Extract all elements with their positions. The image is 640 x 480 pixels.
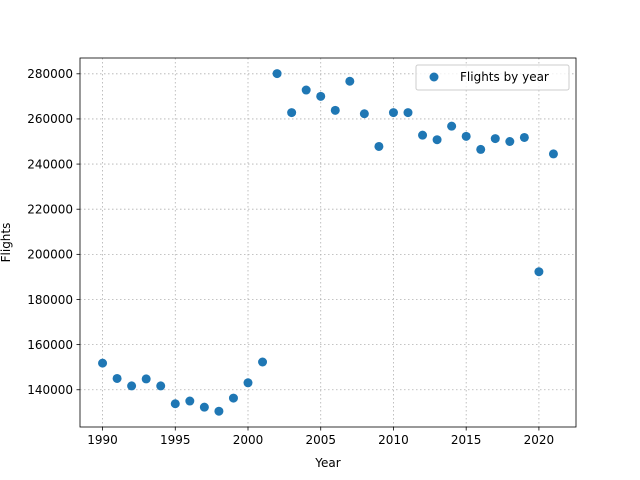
x-tick-label: 2015 (451, 433, 482, 447)
data-point (170, 399, 180, 409)
x-tick-label: 2005 (305, 433, 336, 447)
data-point (461, 131, 471, 141)
data-point (519, 132, 529, 142)
y-tick-label: 160000 (27, 338, 73, 352)
data-point (388, 108, 398, 118)
data-points (98, 69, 558, 416)
y-tick-label: 180000 (27, 293, 73, 307)
data-point (141, 374, 151, 384)
data-point (156, 381, 166, 391)
data-point (447, 121, 457, 131)
axis-ticks: 1990 1995 2000 2005 2010 2015 2020 140000 160000… (27, 67, 554, 447)
y-tick-label: 200000 (27, 248, 73, 262)
data-point (228, 393, 238, 403)
data-point (345, 76, 355, 86)
data-point (243, 378, 253, 388)
legend-box (415, 64, 570, 91)
data-point (199, 402, 209, 412)
data-point (98, 358, 108, 368)
data-point (316, 91, 326, 101)
y-tick-label: 140000 (27, 383, 73, 397)
data-point (330, 105, 340, 115)
x-tick-label: 2010 (378, 433, 409, 447)
data-point (359, 109, 369, 119)
data-point (432, 135, 442, 145)
legend: Flights by year (415, 64, 570, 91)
data-point (403, 108, 413, 118)
y-tick-label: 260000 (27, 112, 73, 126)
x-tick-label: 1995 (160, 433, 191, 447)
y-axis-label: Flights (0, 223, 13, 263)
data-point (490, 134, 500, 144)
y-tick-label: 280000 (27, 67, 73, 81)
data-point (534, 267, 544, 277)
x-tick-label: 1990 (87, 433, 118, 447)
legend-marker (429, 72, 439, 82)
data-point (272, 69, 282, 79)
x-tick-label: 2000 (233, 433, 264, 447)
x-axis-label: Year (314, 456, 340, 470)
data-point (548, 149, 558, 159)
data-point (127, 381, 137, 391)
data-point (505, 137, 515, 147)
x-tick-label: 2020 (524, 433, 555, 447)
data-point (258, 357, 268, 367)
data-point (418, 130, 428, 140)
data-point (185, 396, 195, 406)
data-point (214, 406, 224, 416)
y-tick-label: 240000 (27, 157, 73, 171)
plot-area-frame (79, 57, 577, 428)
data-point (112, 373, 122, 383)
y-tick-label: 220000 (27, 203, 73, 217)
data-point (301, 85, 311, 95)
data-point (287, 108, 297, 118)
data-point (374, 141, 384, 151)
legend-label: Flights by year (460, 70, 549, 84)
data-point (476, 144, 486, 154)
